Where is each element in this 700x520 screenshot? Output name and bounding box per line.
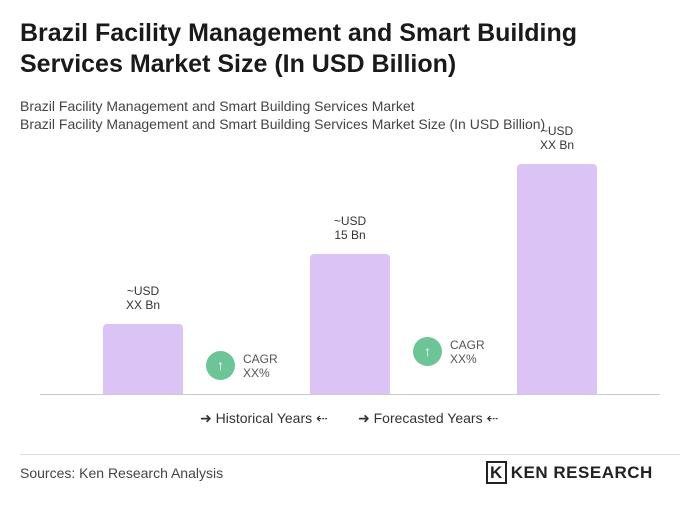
bar <box>517 164 597 394</box>
cagr-icon: ↑ <box>206 351 235 380</box>
baseline <box>40 394 660 395</box>
bar <box>103 323 183 394</box>
subtitle: Brazil Facility Management and Smart Bui… <box>20 98 415 114</box>
legend-item: ➜ Forecasted Years ⇠ <box>358 410 499 426</box>
source: Sources: Ken Research Analysis <box>20 465 224 481</box>
logo-text: KEN RESEARCH <box>510 463 653 482</box>
cagr-label: CAGR XX% <box>450 338 485 366</box>
value-label: ~USD 15 Bn <box>333 213 367 242</box>
legend-item: ➜ Historical Years ⇠ <box>200 410 328 426</box>
value-label: ~USD XX Bn <box>125 283 161 312</box>
cagr-label: CAGR XX% <box>243 352 278 380</box>
subtitle: Brazil Facility Management and Smart Bui… <box>20 116 546 132</box>
divider <box>20 454 680 455</box>
value-label: ~USD XX Bn <box>539 124 575 152</box>
logo: K KEN RESEARCH <box>486 461 653 484</box>
chart-title: Brazil Facility Management and Smart Bui… <box>20 19 578 78</box>
cagr-icon: ↑ <box>413 337 442 366</box>
legend-label: Historical Years <box>215 410 313 426</box>
bar <box>310 253 390 394</box>
legend-label: Forecasted Years <box>373 410 483 426</box>
